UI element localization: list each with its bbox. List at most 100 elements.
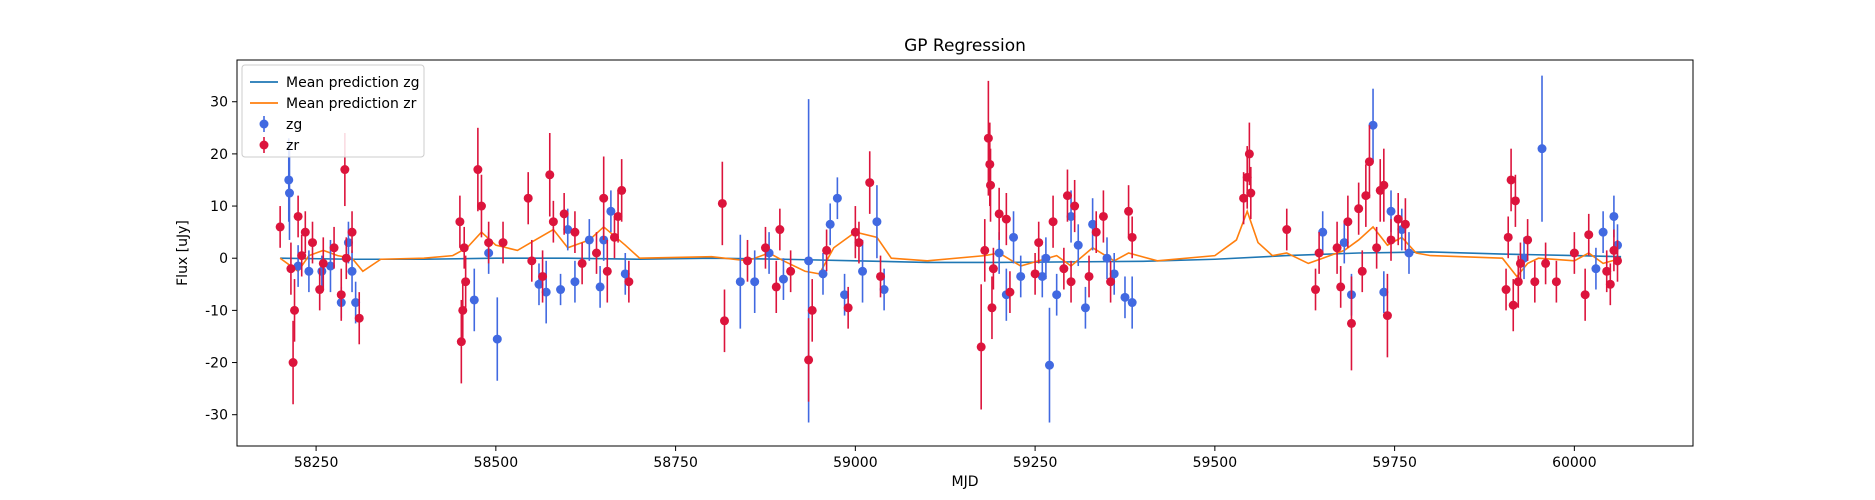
series-points-zr <box>275 80 1623 410</box>
x-tick-label: 59750 <box>1372 455 1417 471</box>
zr-point <box>804 355 814 365</box>
zr-point <box>1001 214 1011 224</box>
y-tick-label: 20 <box>210 147 228 163</box>
zr-point <box>456 337 466 347</box>
zg-point <box>595 282 605 292</box>
zg-point <box>1066 211 1076 221</box>
zr-point <box>538 271 548 281</box>
zr-point <box>577 258 587 268</box>
zr-point <box>545 170 555 180</box>
zr-point <box>290 305 300 315</box>
zg-point <box>1080 303 1090 313</box>
zr-point <box>1513 277 1523 287</box>
zg-point <box>840 290 850 300</box>
plot-area: 58250 58500 58750 59000 59250 59500 59750 60000… <box>205 59 1694 471</box>
zr-point <box>1314 248 1324 258</box>
zr-point <box>1584 230 1594 240</box>
zr-point <box>988 264 998 274</box>
zg-point <box>1368 120 1378 130</box>
zr-point <box>1062 191 1072 201</box>
zr-point <box>994 209 1004 219</box>
zr-point <box>1066 277 1076 287</box>
zr-point <box>1602 266 1612 276</box>
zg-point <box>1120 292 1130 302</box>
zr-point <box>1515 258 1525 268</box>
zr-point <box>318 258 328 268</box>
zg-point <box>1052 290 1062 300</box>
zg-point <box>1044 360 1054 370</box>
zg-point <box>620 269 630 279</box>
zr-point <box>307 238 317 248</box>
x-tick-label: 58750 <box>653 455 698 471</box>
zg-point <box>293 261 303 271</box>
y-tick-label: -30 <box>205 408 228 424</box>
zr-point <box>1400 219 1410 229</box>
zr-point <box>1530 277 1540 287</box>
zg-point <box>1041 253 1051 263</box>
zr-point <box>1336 282 1346 292</box>
zr-point <box>315 285 325 295</box>
zg-point <box>492 334 502 344</box>
zr-point <box>987 303 997 313</box>
zr-point <box>1382 311 1392 321</box>
zg-point <box>825 219 835 229</box>
zr-point <box>1372 243 1382 253</box>
zr-point <box>1048 217 1058 227</box>
zr-point <box>1361 191 1371 201</box>
zg-point <box>1102 253 1112 263</box>
zr-point <box>329 243 339 253</box>
zg-point <box>347 266 357 276</box>
zr-point <box>717 198 727 208</box>
x-tick-label: 59500 <box>1193 455 1238 471</box>
zr-point <box>1005 287 1015 297</box>
zr-point <box>1106 277 1116 287</box>
zr-point <box>822 245 832 255</box>
legend-swatch-marker <box>259 119 269 129</box>
zg-point <box>818 269 828 279</box>
zr-point <box>1098 211 1108 221</box>
zg-point <box>1609 211 1619 221</box>
y-tick-label: -20 <box>205 356 228 372</box>
zg-point <box>1318 227 1328 237</box>
zr-point <box>548 217 558 227</box>
zr-point <box>336 290 346 300</box>
zg-point <box>570 277 580 287</box>
y-axis-label: Flux [uJy] <box>175 220 191 286</box>
x-tick-label: 59000 <box>833 455 878 471</box>
zr-point <box>980 245 990 255</box>
zg-point <box>317 266 327 276</box>
zr-point <box>1508 300 1518 310</box>
zg-point <box>1379 287 1389 297</box>
zr-point <box>1282 225 1292 235</box>
x-axis-label: MJD <box>952 474 979 490</box>
zr-point <box>986 180 996 190</box>
zg-point <box>1404 248 1414 258</box>
zr-point <box>983 133 993 143</box>
zg-point <box>556 285 566 295</box>
series-points-zg <box>284 75 1623 423</box>
zg-point <box>1591 264 1601 274</box>
zr-point <box>1311 285 1321 295</box>
zr-point <box>599 193 609 203</box>
zr-point <box>854 238 864 248</box>
zr-point <box>1613 256 1623 266</box>
zg-point <box>872 217 882 227</box>
x-tick-label: 58250 <box>294 455 339 471</box>
zr-point <box>473 165 483 175</box>
zr-point <box>592 248 602 258</box>
zr-point <box>775 225 785 235</box>
zr-point <box>354 313 364 323</box>
zr-point <box>523 193 533 203</box>
x-tick-label: 59250 <box>1013 455 1058 471</box>
zr-point <box>1084 271 1094 281</box>
zr-point <box>807 305 817 315</box>
y-tick-label: -10 <box>205 303 228 319</box>
zr-point <box>461 277 471 287</box>
data-layer <box>275 75 1623 423</box>
legend-label: zg <box>286 117 302 133</box>
zr-point <box>297 251 307 261</box>
zr-point <box>1239 193 1249 203</box>
zr-point <box>624 277 634 287</box>
zr-point <box>1580 290 1590 300</box>
